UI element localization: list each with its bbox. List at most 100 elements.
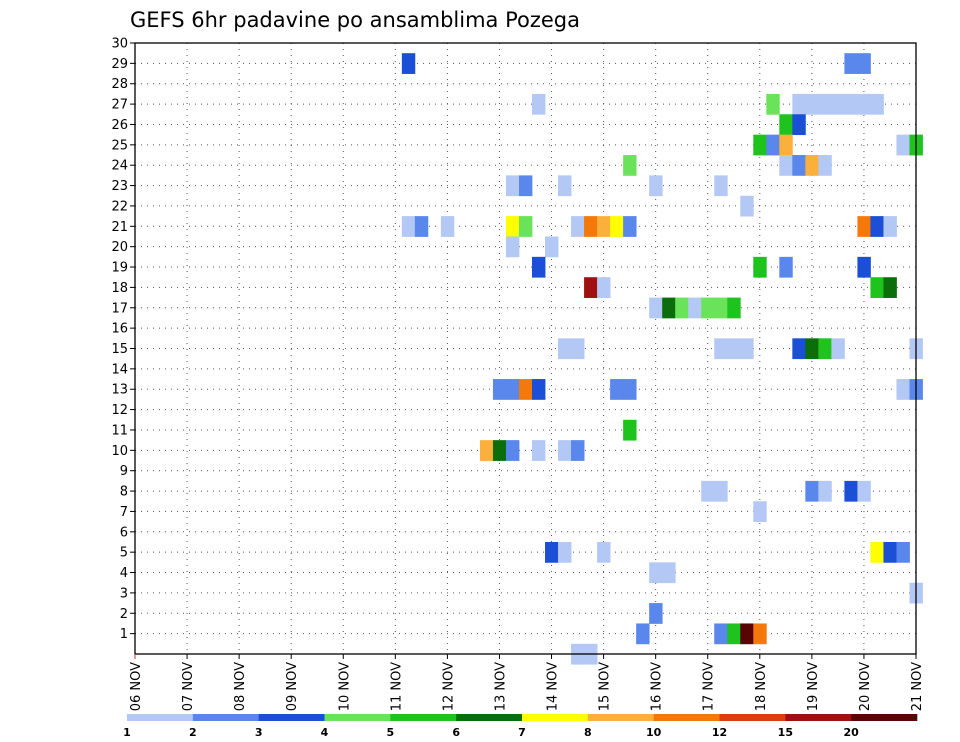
heatmap-cell <box>727 297 741 319</box>
y-axis: 1234567891011121314151617181920212223242… <box>111 37 135 642</box>
legend-swatch <box>851 714 918 721</box>
heatmap-cell <box>779 134 793 156</box>
heatmap-cell <box>558 541 572 563</box>
heatmap-cell <box>649 562 663 584</box>
y-tick-label: 22 <box>111 199 128 214</box>
heatmap-cell <box>610 379 624 400</box>
y-tick-label: 28 <box>111 77 128 92</box>
x-tick-label: 09 NOV <box>285 662 300 711</box>
y-tick-label: 27 <box>111 98 128 113</box>
heatmap-cell <box>727 623 741 645</box>
x-tick-label: 12 NOV <box>441 662 456 711</box>
heatmap-cell <box>662 297 676 319</box>
heatmap-cell <box>597 541 611 563</box>
heatmap-cell <box>440 216 455 237</box>
color-legend: 1 2 3 4 5 6 7 8 10 12 15 20 <box>123 714 918 739</box>
x-tick-label: 19 NOV <box>806 662 821 711</box>
x-tick-label: 15 NOV <box>598 662 613 711</box>
heatmap-cell <box>623 419 637 441</box>
x-tick-label: 08 NOV <box>233 662 248 711</box>
y-tick-label: 8 <box>120 485 128 500</box>
legend-label: 7 <box>518 726 526 739</box>
heatmap-cell <box>844 93 858 115</box>
legend-label: 2 <box>189 726 197 739</box>
heatmap-cell <box>896 379 910 400</box>
heatmap-cell <box>401 53 416 74</box>
legend-label: 8 <box>584 726 592 739</box>
heatmap-cell <box>492 440 507 461</box>
heatmap-cell <box>518 216 533 237</box>
heatmap-cell <box>766 134 780 156</box>
heatmap-cell <box>649 603 663 624</box>
x-axis: 06 NOV 07 NOV 08 NOV 09 NOV 10 NOV 11 NOV 12 N… <box>129 654 925 711</box>
heatmap-cell <box>740 338 754 360</box>
heatmap-cell <box>766 93 780 115</box>
legend-swatch <box>522 714 589 721</box>
heatmap-cell <box>727 338 741 360</box>
heatmap-cell <box>818 155 832 176</box>
y-tick-label: 15 <box>111 342 128 357</box>
heatmap-cell <box>831 338 845 360</box>
x-tick-label: 17 NOV <box>702 662 717 711</box>
heatmap-cell <box>805 93 819 115</box>
heatmap-cell <box>688 297 702 319</box>
heatmap-cell <box>714 297 728 319</box>
heatmap-cell <box>558 175 572 197</box>
y-tick-label: 4 <box>120 566 128 581</box>
heatmap-cell <box>857 93 871 115</box>
heatmap-cell <box>623 155 637 176</box>
y-tick-label: 20 <box>111 240 128 255</box>
heatmap-cell <box>753 256 767 278</box>
heatmap-cell <box>623 379 637 400</box>
heatmap-cell <box>662 562 676 584</box>
y-tick-label: 14 <box>111 362 128 377</box>
heatmap-cell <box>532 440 546 461</box>
heatmap-cell <box>792 93 806 115</box>
heatmap-cell <box>532 93 546 115</box>
heatmap-cell <box>883 277 897 298</box>
chart-title: GEFS 6hr padavine po ansamblima Pozega <box>130 8 580 32</box>
heatmap-cell <box>518 379 533 400</box>
legend-swatch <box>785 714 852 721</box>
heatmap-cell <box>896 541 910 563</box>
legend-label: 1 <box>123 726 131 739</box>
heatmap-cell <box>701 480 715 502</box>
x-tick-label: 14 NOV <box>546 662 561 711</box>
y-tick-label: 19 <box>111 261 128 276</box>
heatmap-cell <box>714 175 728 197</box>
heatmap-cell <box>714 480 728 502</box>
legend-swatch <box>258 714 325 721</box>
heatmap-cell <box>818 338 832 360</box>
legend-label: 20 <box>844 726 860 739</box>
heatmap-cell <box>649 175 663 197</box>
heatmap-cell <box>505 216 520 237</box>
legend-swatch <box>653 714 720 721</box>
y-tick-label: 26 <box>111 118 128 133</box>
heatmap-cell <box>675 297 689 319</box>
y-tick-label: 25 <box>111 138 128 153</box>
heatmap-cell <box>818 93 832 115</box>
heatmap-cell <box>492 379 507 400</box>
heatmap-cell <box>844 480 858 502</box>
legend-swatch <box>324 714 391 721</box>
heatmap-cell <box>857 216 871 237</box>
y-tick-label: 13 <box>111 383 128 398</box>
heatmap-cell <box>857 53 871 74</box>
x-tick-label: 16 NOV <box>650 662 665 711</box>
heatmap-cell <box>896 134 910 156</box>
y-tick-label: 1 <box>120 627 128 642</box>
y-tick-label: 9 <box>120 464 128 479</box>
y-tick-label: 12 <box>111 403 128 418</box>
heatmap-cell <box>518 175 533 197</box>
y-tick-label: 24 <box>111 159 128 174</box>
heatmap-cell <box>805 155 819 176</box>
heatmap-cell <box>779 256 793 278</box>
heatmap-cell <box>597 216 611 237</box>
heatmap-cell <box>740 195 754 217</box>
heatmap-cell <box>857 256 871 278</box>
heatmap-cell <box>792 114 806 136</box>
legend-swatch <box>192 714 259 721</box>
x-tick-label: 21 NOV <box>910 662 925 711</box>
heatmap-cell <box>753 134 767 156</box>
heatmap-cell <box>753 623 767 645</box>
